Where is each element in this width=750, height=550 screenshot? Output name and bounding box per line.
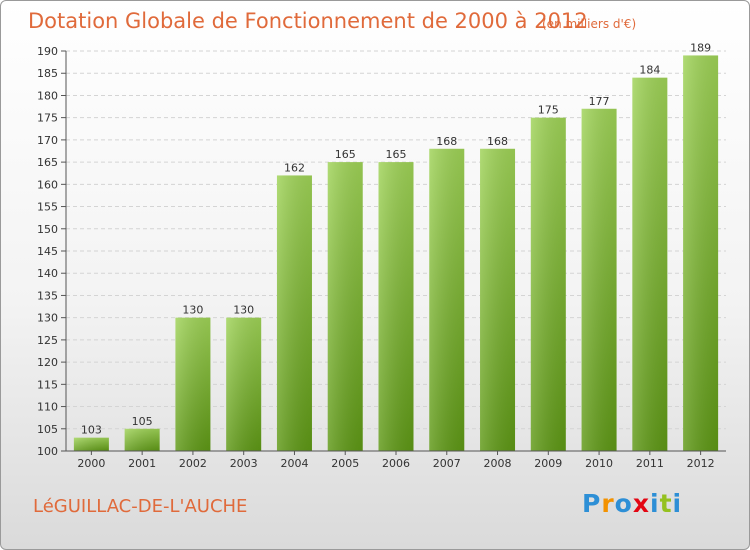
logo-letter: t [659,489,673,518]
x-tick-label: 2001 [128,457,156,470]
y-tick-label: 130 [37,312,58,325]
x-tick-label: 2009 [534,457,562,470]
logo-letter: i [672,489,683,518]
bar-value-label: 189 [690,41,711,54]
bar-value-label: 165 [386,148,407,161]
bar-value-label: 103 [81,424,102,437]
y-tick-label: 145 [37,245,58,258]
bar-value-label: 184 [639,64,660,77]
logo-letter: x [632,489,650,518]
bar-value-label: 165 [335,148,356,161]
x-tick-label: 2011 [636,457,664,470]
y-tick-label: 105 [37,423,58,436]
bar-value-label: 130 [182,304,203,317]
x-tick-label: 2005 [331,457,359,470]
bar-shade [581,108,617,452]
bar-value-label: 168 [436,135,457,148]
logo-letter: o [614,489,633,518]
bar-value-label: 177 [589,95,610,108]
x-tick-label: 2003 [230,457,258,470]
bar-value-label: 175 [538,104,559,117]
x-tick-label: 2004 [280,457,308,470]
logo-letter: i [650,489,660,518]
bar-shade [327,162,363,451]
bar-shade [226,317,262,451]
commune-name: LéGUILLAC-DE-L'AUCHE [33,496,248,517]
logo-letter: r [601,489,615,518]
proxiti-logo[interactable]: Proxiti [582,489,682,518]
y-tick-label: 165 [37,156,58,169]
bar-shade [378,162,414,451]
y-tick-label: 110 [37,401,58,414]
bar-value-label: 162 [284,161,305,174]
x-tick-label: 2006 [382,457,410,470]
chart-unit: (en milliers d'€) [542,17,637,31]
y-tick-label: 125 [37,334,58,347]
y-tick-label: 100 [37,445,58,458]
bar-shade [276,175,312,451]
x-tick-label: 2002 [179,457,207,470]
y-tick-label: 150 [37,223,58,236]
bar-shade [632,77,668,452]
bar-value-label: 105 [132,415,153,428]
bar-shade [429,148,465,451]
x-tick-label: 2007 [433,457,461,470]
y-tick-label: 120 [37,356,58,369]
y-tick-label: 175 [37,112,58,125]
y-tick-label: 155 [37,201,58,214]
logo-letter: P [582,489,602,518]
y-tick-label: 180 [37,89,58,102]
x-tick-label: 2000 [77,457,105,470]
y-tick-label: 190 [37,45,58,58]
bar-shade [124,428,160,451]
bar-shade [683,55,719,451]
y-tick-label: 135 [37,289,58,302]
bar-shade [480,148,516,451]
y-tick-label: 185 [37,67,58,80]
y-tick-label: 140 [37,267,58,280]
bar-value-label: 168 [487,135,508,148]
bar-shade [530,117,566,452]
x-tick-label: 2010 [585,457,613,470]
x-tick-label: 2008 [484,457,512,470]
x-tick-label: 2012 [687,457,715,470]
y-tick-label: 115 [37,378,58,391]
bar-value-label: 130 [233,304,254,317]
bar-shade [73,437,109,451]
bar-shade [175,317,211,451]
y-tick-label: 160 [37,178,58,191]
y-tick-label: 170 [37,134,58,147]
chart-title: Dotation Globale de Fonctionnement de 20… [28,9,588,33]
